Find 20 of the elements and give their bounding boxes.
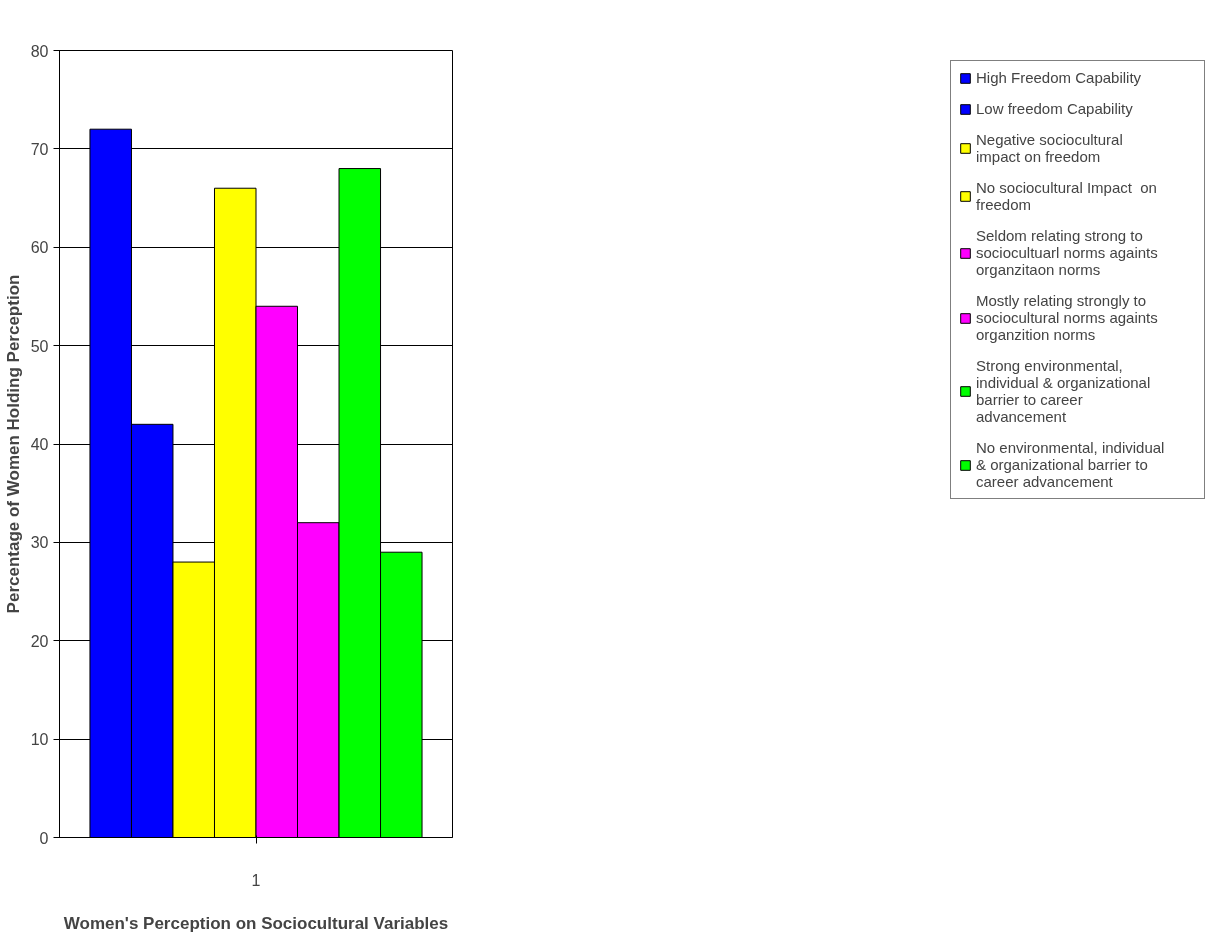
legend-label: No sociocultural Impact on freedom xyxy=(976,179,1158,213)
legend-label: No environmental, individual & organizational barrier to career advancement xyxy=(976,439,1166,490)
y-tick-label: 40 xyxy=(30,436,49,453)
y-tick-label: 80 xyxy=(30,42,49,60)
legend-label: Seldom relating strong to sociocultuarl norms againts organzitaon norms xyxy=(976,227,1159,278)
y-axis-title: Percentage of Women Holding Perception xyxy=(3,274,23,614)
legend-label: Mostly relating strongly to sociocultural norms againts organzition norms xyxy=(976,292,1159,343)
y-tick-label: 0 xyxy=(39,829,49,847)
x-axis-title: Women's Perception on Sociocultural Variables xyxy=(63,913,449,933)
y-tick-label: 60 xyxy=(30,239,49,257)
x-tick-label: 1 xyxy=(251,871,261,889)
y-tick-label: 50 xyxy=(30,337,49,355)
y-tick-label: 10 xyxy=(30,731,49,749)
legend-label: High Freedom Capability xyxy=(976,69,1143,86)
y-tick-label: 70 xyxy=(30,140,49,158)
legend-label: Strong environmental, individual & organizational barrier to career advancement xyxy=(976,357,1152,425)
legend-label: Negative sociocultural impact on freedom xyxy=(976,131,1124,165)
y-tick-label: 30 xyxy=(30,534,49,552)
y-tick-label: 20 xyxy=(30,632,49,650)
legend-label: Low freedom Capability xyxy=(976,100,1134,117)
